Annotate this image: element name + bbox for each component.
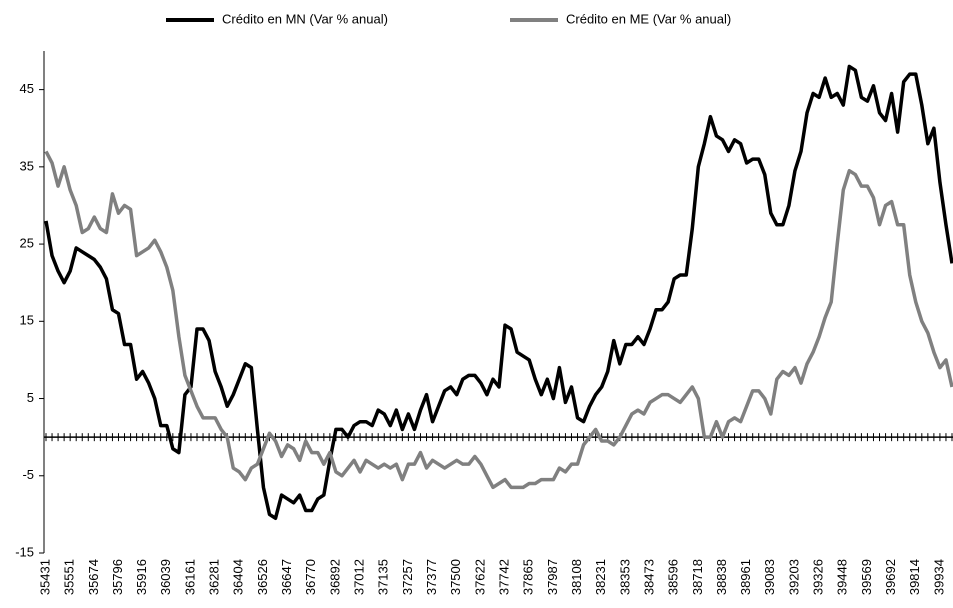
x-tick-label: 39692 bbox=[883, 559, 898, 595]
series-line bbox=[44, 64, 953, 520]
x-tick-label: 37135 bbox=[376, 559, 391, 595]
legend-label: Crédito en ME (Var % anual) bbox=[566, 11, 731, 26]
x-tick-label: 39934 bbox=[931, 559, 946, 595]
x-tick-label: 38718 bbox=[690, 559, 705, 595]
x-tick-label: 39083 bbox=[762, 559, 777, 595]
x-tick-label: 38838 bbox=[714, 559, 729, 595]
y-tick-label: 25 bbox=[20, 236, 34, 251]
x-tick-label: 38231 bbox=[593, 559, 608, 595]
x-tick-label: 38473 bbox=[641, 559, 656, 595]
x-tick-label: 39569 bbox=[859, 559, 874, 595]
x-tick-label: 37500 bbox=[448, 559, 463, 595]
x-tick-label: 35431 bbox=[37, 559, 52, 595]
y-tick-label: -15 bbox=[15, 544, 34, 559]
x-tick-label: 38596 bbox=[666, 559, 681, 595]
x-tick-label: 38108 bbox=[569, 559, 584, 595]
x-tick-label: 38353 bbox=[617, 559, 632, 595]
x-tick-label: 37012 bbox=[352, 559, 367, 595]
series-line bbox=[44, 150, 953, 490]
x-tick-label: 37622 bbox=[472, 559, 487, 595]
x-tick-label: 36039 bbox=[158, 559, 173, 595]
x-tick-label: 39326 bbox=[811, 559, 826, 595]
x-tick-label: 37742 bbox=[496, 559, 511, 595]
x-tick-label: 36161 bbox=[182, 559, 197, 595]
x-tick-label: 37377 bbox=[424, 559, 439, 595]
x-tick-label: 36892 bbox=[327, 559, 342, 595]
x-tick-label: 39448 bbox=[835, 559, 850, 595]
x-tick-label: 35796 bbox=[110, 559, 125, 595]
y-tick-label: 45 bbox=[20, 81, 34, 96]
x-tick-label: 37865 bbox=[521, 559, 536, 595]
y-tick-label: 35 bbox=[20, 158, 34, 173]
x-tick-label: 36647 bbox=[279, 559, 294, 595]
y-tick-label: -5 bbox=[22, 467, 34, 482]
x-tick-label: 39203 bbox=[786, 559, 801, 595]
x-tick-label: 36281 bbox=[207, 559, 222, 595]
x-tick-label: 36526 bbox=[255, 559, 270, 595]
x-tick-label: 35551 bbox=[62, 559, 77, 595]
legend-label: Crédito en MN (Var % anual) bbox=[222, 11, 388, 26]
x-tick-label: 39814 bbox=[907, 559, 922, 595]
y-tick-label: 15 bbox=[20, 313, 34, 328]
x-tick-label: 38961 bbox=[738, 559, 753, 595]
x-tick-label: 37987 bbox=[545, 559, 560, 595]
x-tick-label: 35674 bbox=[86, 559, 101, 595]
x-tick-label: 35916 bbox=[134, 559, 149, 595]
x-tick-label: 36404 bbox=[231, 559, 246, 595]
y-tick-label: 5 bbox=[27, 390, 34, 405]
x-tick-label: 36770 bbox=[303, 559, 318, 595]
x-tick-label: 37257 bbox=[400, 559, 415, 595]
